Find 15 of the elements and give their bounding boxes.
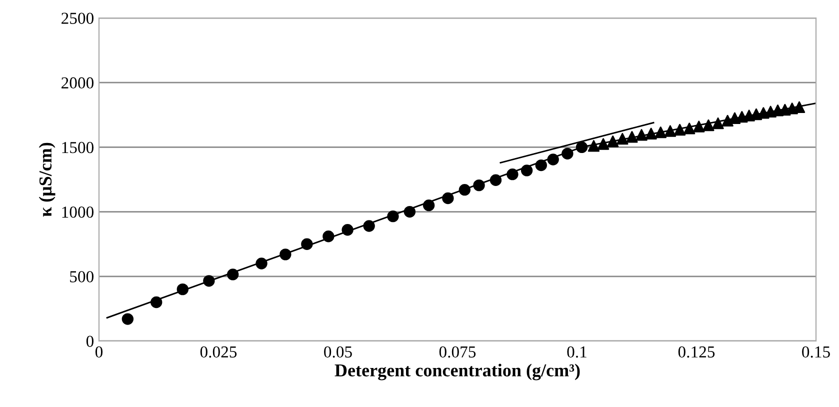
y-tick-label: 1500 [62, 142, 94, 154]
x-tick-label: 0.075 [439, 346, 476, 358]
x-tick-label: 0.025 [200, 346, 237, 358]
y-tick-label: 500 [70, 271, 94, 282]
x-tick-label: 0.125 [678, 346, 715, 358]
y-tick-label: 0 [86, 336, 94, 347]
y-axis-title: κ (μS/cm) [38, 142, 56, 217]
y-tick-label: 1000 [62, 206, 94, 218]
x-axis-title: Detergent concentration (g/cm³) [334, 364, 580, 380]
x-tick-label: 0.05 [324, 346, 352, 358]
y-tick-label: 2000 [62, 77, 94, 89]
x-tick-label: 0.15 [802, 346, 830, 358]
x-tick-label: 0.1 [567, 346, 586, 358]
x-tick-label: 0 [95, 346, 103, 358]
y-tick-label: 2500 [62, 12, 94, 24]
